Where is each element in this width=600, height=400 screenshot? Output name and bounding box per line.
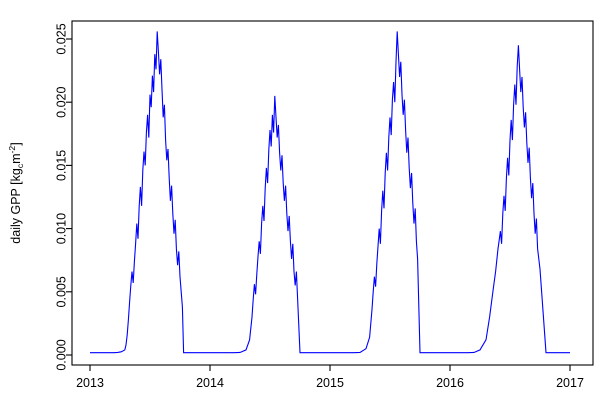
y-axis-tick-label: 0.020: [54, 87, 68, 118]
y-axis-tick-label: 0.010: [54, 213, 68, 244]
x-axis-tick-label: 2016: [436, 376, 464, 390]
x-axis-tick-label: 2013: [76, 376, 104, 390]
plot-frame: [71, 20, 594, 366]
x-axis-tick-label: 2014: [196, 376, 224, 390]
x-axis-tick-label: 2015: [316, 376, 344, 390]
y-axis-tick-label: 0.025: [54, 23, 68, 54]
y-axis-tick-label: 0.015: [54, 150, 68, 181]
y-axis-tick-label: 0.000: [54, 339, 68, 370]
y-axis-title: daily GPP [kgcm-2]: [7, 142, 25, 243]
y-axis-tick-label: 0.005: [54, 276, 68, 307]
data-series-line: [90, 31, 570, 354]
x-axis-tick-label: 2017: [556, 376, 584, 390]
